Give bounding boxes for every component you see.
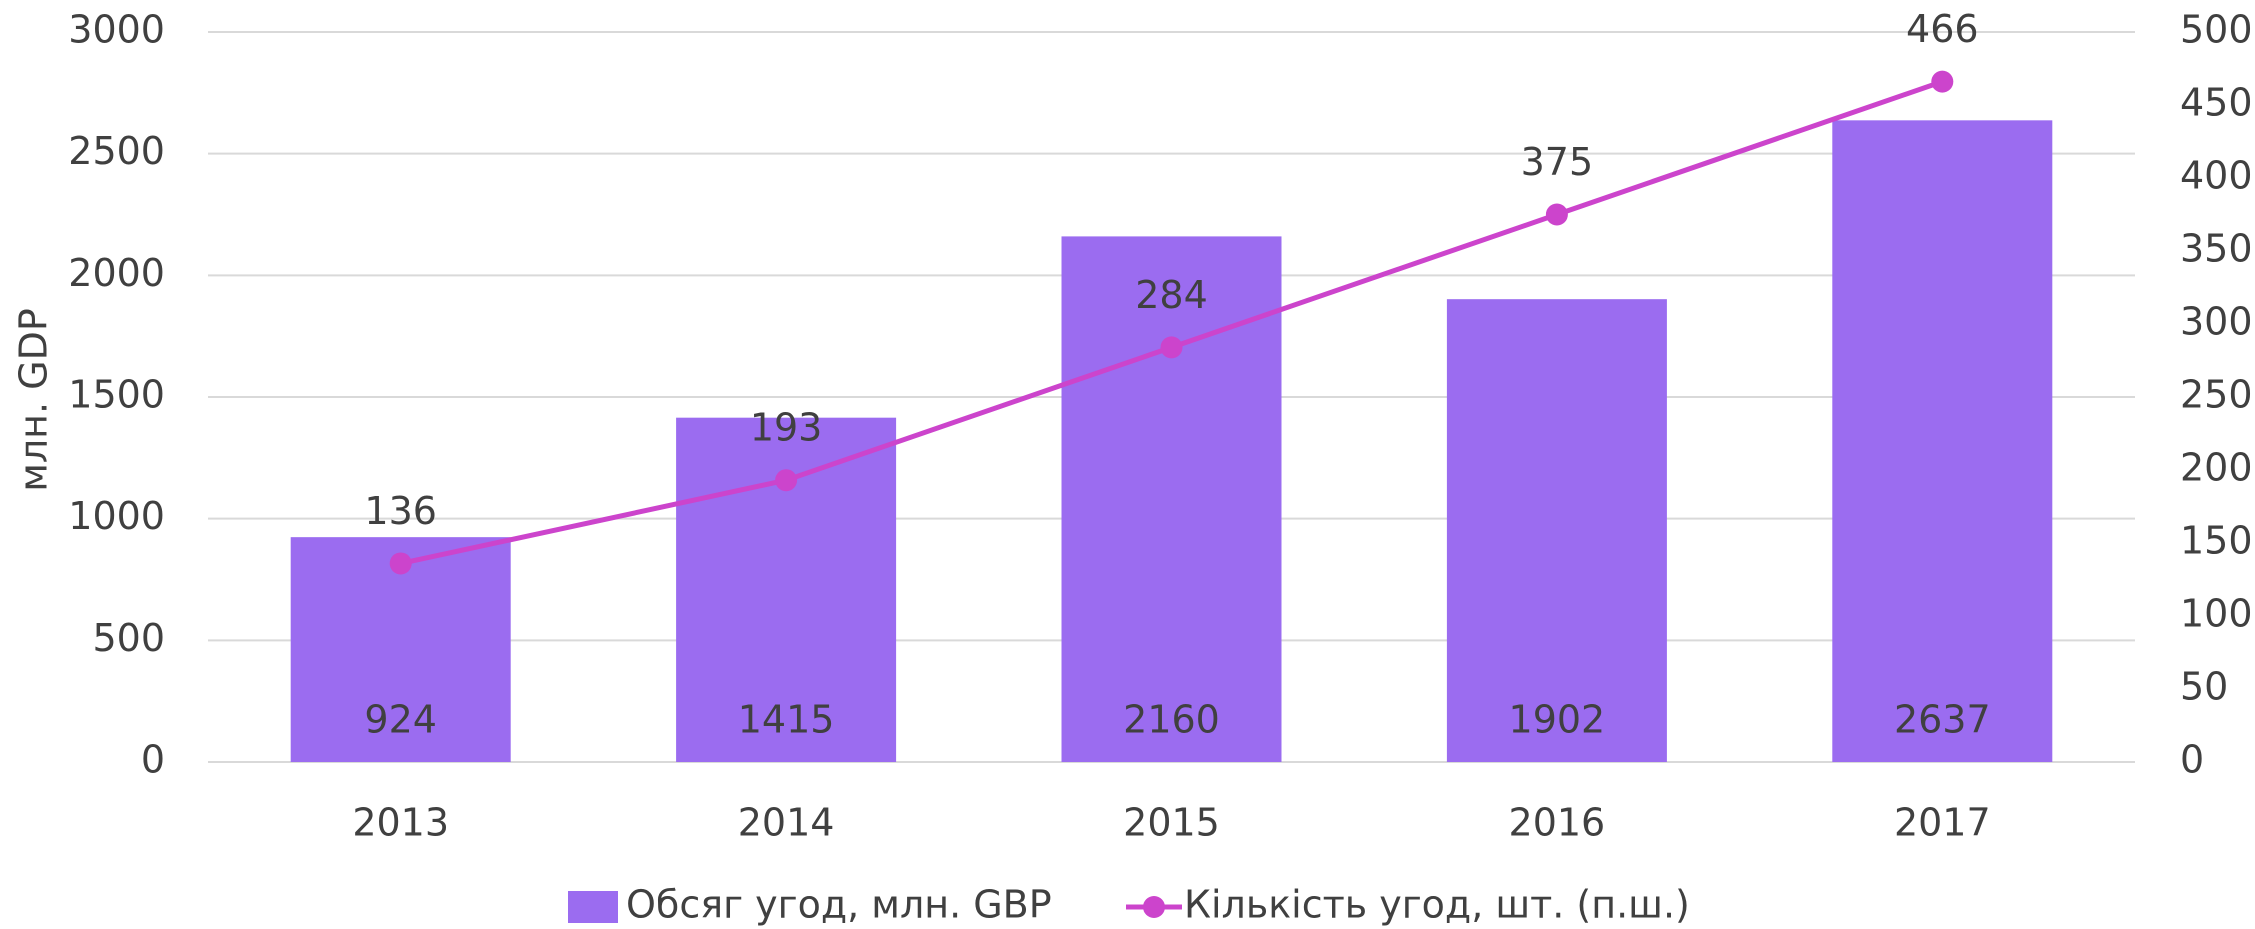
line-marker: [1160, 336, 1183, 359]
line-value-label: 193: [750, 406, 823, 450]
y2-tick-label: 400: [2180, 154, 2253, 198]
y2-tick-label: 150: [2180, 519, 2253, 563]
bar-value-label: 1415: [738, 698, 835, 742]
bar: [1832, 120, 2053, 762]
x-tick-label: 2017: [1894, 801, 1991, 845]
x-tick-label: 2013: [352, 801, 449, 845]
y-tick-label: 3000: [68, 8, 165, 52]
legend-label: Кількість угод, шт. (п.ш.): [1184, 883, 1690, 927]
legend-label: Обсяг угод, млн. GBP: [626, 883, 1052, 927]
y-tick-label: 1000: [68, 494, 165, 538]
y-tick-label: 2500: [68, 129, 165, 173]
x-tick-label: 2016: [1509, 801, 1606, 845]
bar-value-label: 1902: [1509, 698, 1606, 742]
line-marker: [1931, 70, 1954, 93]
bar-value-label: 2160: [1123, 698, 1220, 742]
legend-marker: [1143, 896, 1165, 918]
y-axis-label: млн. GDP: [12, 308, 56, 492]
line-value-label: 284: [1135, 273, 1208, 317]
legend-swatch: [568, 891, 618, 923]
line-value-label: 136: [364, 489, 437, 533]
y2-tick-label: 200: [2180, 446, 2253, 490]
x-tick-label: 2014: [738, 801, 835, 845]
y2-tick-label: 50: [2180, 665, 2228, 709]
y2-tick-label: 0: [2180, 738, 2204, 782]
y-tick-label: 2000: [68, 251, 165, 295]
y-tick-label: 500: [92, 616, 165, 660]
line-value-label: 466: [1906, 7, 1979, 51]
y2-tick-label: 100: [2180, 592, 2253, 636]
line-marker: [389, 552, 412, 575]
y2-tick-label: 450: [2180, 81, 2253, 125]
bar: [290, 537, 511, 762]
y-tick-label: 1500: [68, 373, 165, 417]
bar-value-label: 924: [364, 698, 437, 742]
line-marker: [775, 469, 798, 492]
bar-value-label: 2637: [1894, 698, 1991, 742]
line-marker: [1545, 203, 1568, 226]
y2-tick-label: 250: [2180, 373, 2253, 417]
y2-tick-label: 300: [2180, 300, 2253, 344]
y2-tick-label: 500: [2180, 8, 2253, 52]
y2-tick-label: 350: [2180, 227, 2253, 271]
x-tick-label: 2015: [1123, 801, 1220, 845]
line-value-label: 375: [1521, 140, 1594, 184]
bar: [1446, 299, 1667, 762]
y-tick-label: 0: [141, 738, 165, 782]
